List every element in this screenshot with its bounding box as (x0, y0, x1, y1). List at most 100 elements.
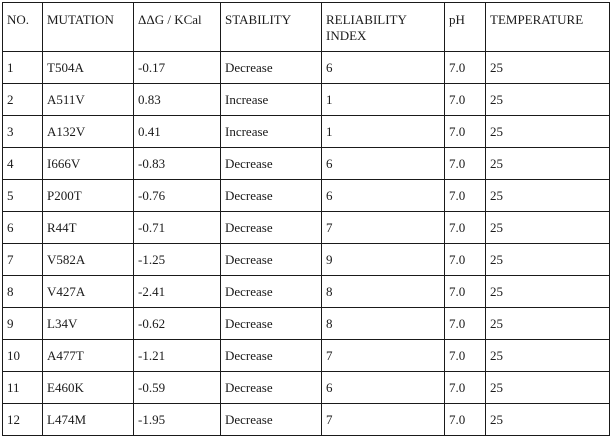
cell-no: 7 (2, 243, 43, 276)
cell-mutation: L474M (42, 403, 134, 436)
cell-stability: Decrease (220, 243, 322, 276)
cell-temperature: 25 (485, 147, 610, 180)
cell-ph: 7.0 (444, 371, 486, 404)
cell-delta-delta-g: 0.41 (133, 115, 221, 148)
cell-ph: 7.0 (444, 403, 486, 436)
cell-mutation: V427A (42, 275, 134, 308)
cell-mutation: E460K (42, 371, 134, 404)
cell-delta-delta-g: -1.25 (133, 243, 221, 276)
cell-mutation: L34V (42, 307, 134, 340)
cell-reliability-index: 6 (321, 179, 445, 212)
table-row: 6 R44T -0.71 Decrease 7 7.0 25 (2, 211, 610, 244)
table-header: NO. MUTATION ΔΔG / KCal STABILITY RELIAB… (2, 2, 610, 52)
cell-reliability-index: 7 (321, 339, 445, 372)
cell-delta-delta-g: -0.71 (133, 211, 221, 244)
cell-mutation: V582A (42, 243, 134, 276)
cell-reliability-index: 8 (321, 275, 445, 308)
cell-ph: 7.0 (444, 211, 486, 244)
cell-reliability-index: 9 (321, 243, 445, 276)
cell-stability: Decrease (220, 179, 322, 212)
table-row: 11 E460K -0.59 Decrease 6 7.0 25 (2, 371, 610, 404)
cell-temperature: 25 (485, 83, 610, 116)
header-delta-delta-g: ΔΔG / KCal (133, 2, 221, 52)
cell-delta-delta-g: -0.76 (133, 179, 221, 212)
cell-no: 4 (2, 147, 43, 180)
cell-ph: 7.0 (444, 243, 486, 276)
cell-delta-delta-g: -2.41 (133, 275, 221, 308)
cell-delta-delta-g: 0.83 (133, 83, 221, 116)
cell-delta-delta-g: -0.83 (133, 147, 221, 180)
cell-temperature: 25 (485, 211, 610, 244)
table-row: 1 T504A -0.17 Decrease 6 7.0 25 (2, 51, 610, 84)
cell-temperature: 25 (485, 339, 610, 372)
cell-temperature: 25 (485, 115, 610, 148)
cell-no: 5 (2, 179, 43, 212)
cell-ph: 7.0 (444, 275, 486, 308)
table-row: 3 A132V 0.41 Increase 1 7.0 25 (2, 115, 610, 148)
table-row: 9 L34V -0.62 Decrease 8 7.0 25 (2, 307, 610, 340)
cell-stability: Increase (220, 83, 322, 116)
cell-temperature: 25 (485, 371, 610, 404)
cell-temperature: 25 (485, 275, 610, 308)
table-body: 1 T504A -0.17 Decrease 6 7.0 25 2 A511V 0.83 Incre… (2, 51, 610, 436)
cell-no: 3 (2, 115, 43, 148)
cell-no: 11 (2, 371, 43, 404)
cell-reliability-index: 7 (321, 211, 445, 244)
cell-delta-delta-g: -0.62 (133, 307, 221, 340)
cell-stability: Decrease (220, 275, 322, 308)
table-row: 2 A511V 0.83 Increase 1 7.0 25 (2, 83, 610, 116)
table-row: 8 V427A -2.41 Decrease 8 7.0 25 (2, 275, 610, 308)
cell-ph: 7.0 (444, 115, 486, 148)
cell-reliability-index: 7 (321, 403, 445, 436)
cell-no: 9 (2, 307, 43, 340)
cell-temperature: 25 (485, 179, 610, 212)
cell-ph: 7.0 (444, 147, 486, 180)
table-row: 4 I666V -0.83 Decrease 6 7.0 25 (2, 147, 610, 180)
cell-ph: 7.0 (444, 83, 486, 116)
cell-stability: Decrease (220, 211, 322, 244)
cell-stability: Decrease (220, 307, 322, 340)
cell-stability: Decrease (220, 339, 322, 372)
cell-no: 10 (2, 339, 43, 372)
cell-reliability-index: 8 (321, 307, 445, 340)
cell-delta-delta-g: -1.95 (133, 403, 221, 436)
table-row: 7 V582A -1.25 Decrease 9 7.0 25 (2, 243, 610, 276)
cell-stability: Increase (220, 115, 322, 148)
header-row: NO. MUTATION ΔΔG / KCal STABILITY RELIAB… (2, 2, 610, 52)
cell-ph: 7.0 (444, 307, 486, 340)
cell-temperature: 25 (485, 51, 610, 84)
cell-ph: 7.0 (444, 339, 486, 372)
cell-mutation: I666V (42, 147, 134, 180)
header-temperature: TEMPERATURE (485, 2, 610, 52)
cell-reliability-index: 6 (321, 147, 445, 180)
cell-reliability-index: 6 (321, 51, 445, 84)
cell-temperature: 25 (485, 403, 610, 436)
cell-delta-delta-g: -1.21 (133, 339, 221, 372)
table-row: 12 L474M -1.95 Decrease 7 7.0 25 (2, 403, 610, 436)
cell-mutation: A511V (42, 83, 134, 116)
cell-no: 1 (2, 51, 43, 84)
cell-delta-delta-g: -0.59 (133, 371, 221, 404)
cell-no: 12 (2, 403, 43, 436)
cell-reliability-index: 1 (321, 115, 445, 148)
cell-mutation: A477T (42, 339, 134, 372)
cell-stability: Decrease (220, 147, 322, 180)
cell-mutation: P200T (42, 179, 134, 212)
cell-stability: Decrease (220, 371, 322, 404)
header-stability: STABILITY (220, 2, 322, 52)
header-ph: pH (444, 2, 486, 52)
cell-stability: Decrease (220, 51, 322, 84)
header-reliability-index: RELIABILITY INDEX (321, 2, 445, 52)
cell-temperature: 25 (485, 307, 610, 340)
cell-mutation: T504A (42, 51, 134, 84)
cell-ph: 7.0 (444, 51, 486, 84)
table-row: 5 P200T -0.76 Decrease 6 7.0 25 (2, 179, 610, 212)
cell-temperature: 25 (485, 243, 610, 276)
cell-no: 8 (2, 275, 43, 308)
cell-delta-delta-g: -0.17 (133, 51, 221, 84)
cell-ph: 7.0 (444, 179, 486, 212)
cell-mutation: A132V (42, 115, 134, 148)
cell-reliability-index: 6 (321, 371, 445, 404)
